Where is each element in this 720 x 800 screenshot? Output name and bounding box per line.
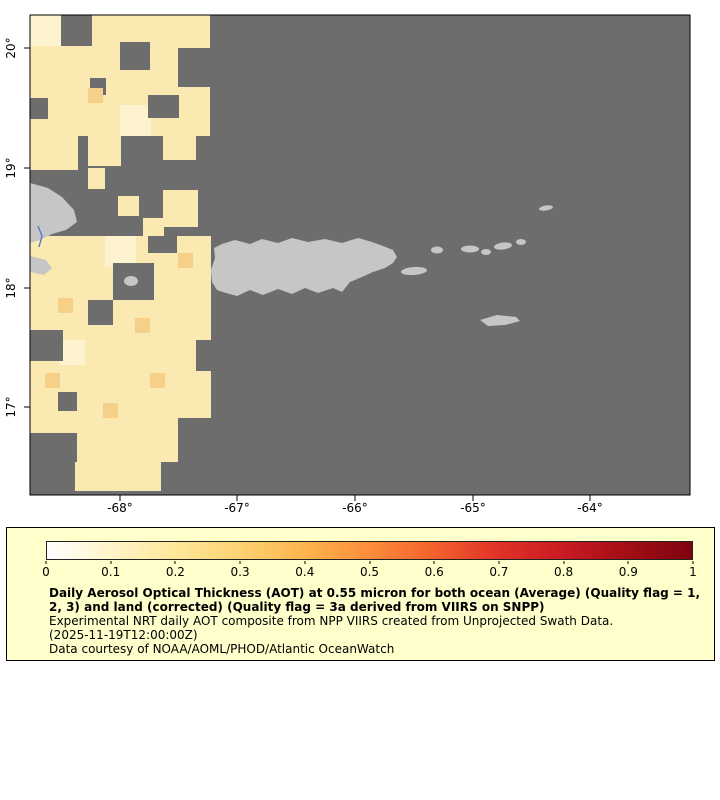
- colorbar-tick-label: 0.6: [424, 565, 444, 579]
- caption-timestamp: (2025-11-19T12:00:00Z): [49, 628, 198, 642]
- lon-tick-label: -64°: [577, 501, 603, 515]
- puerto-rico: [211, 238, 397, 296]
- colorbar-tick-label: 0.8: [554, 565, 574, 579]
- colorbar-tick-label: 1: [689, 565, 697, 579]
- mona-island: [124, 276, 138, 286]
- lat-tick-label: 18°: [4, 277, 18, 298]
- colorbar-tick-label: 0.4: [295, 565, 315, 579]
- st-croix-island: [480, 315, 520, 326]
- colorbar-tick-label: 0.5: [359, 565, 380, 579]
- caption-subtitle: Experimental NRT daily AOT composite fro…: [49, 614, 614, 628]
- vieques-island: [401, 266, 427, 276]
- lon-tick-label: -68°: [107, 501, 133, 515]
- map-frame: [29, 14, 691, 496]
- lon-tick-label: -65°: [460, 501, 486, 515]
- caption-title: Daily Aerosol Optical Thickness (AOT) at…: [49, 586, 701, 614]
- colorbar-tick-label: 0: [42, 565, 50, 579]
- legend-caption: Daily Aerosol Optical Thickness (AOT) at…: [49, 586, 704, 656]
- st-john-island: [481, 249, 491, 255]
- colorbar: [46, 541, 693, 560]
- hispaniola-coast-fragment: [30, 256, 52, 275]
- aot-data-pixels: [30, 15, 211, 491]
- st-thomas-island: [461, 245, 479, 253]
- lon-tick-label: -67°: [224, 501, 250, 515]
- culebra-island: [431, 246, 443, 254]
- axis-ticks: [24, 47, 591, 501]
- river-line: [37, 225, 43, 248]
- hispaniola-east-tip: [30, 183, 77, 243]
- virgin-gorda-island: [516, 239, 526, 245]
- lat-tick-label: 19°: [4, 157, 18, 178]
- lat-tick-label: 17°: [4, 396, 18, 417]
- anegada-island: [539, 205, 553, 211]
- colorbar-scale: 0 0.1 0.2 0.3 0.4 0.5 0.6 0.7 0.8 0.9 1: [42, 561, 697, 583]
- latitude-axis: 20° 19° 18° 17°: [4, 37, 18, 417]
- colorbar-tick-label: 0.2: [165, 565, 185, 579]
- caption-courtesy: Data courtesy of NOAA/AOML/PHOD/Atlantic…: [49, 642, 395, 656]
- longitude-axis: -68° -67° -66° -65° -64°: [107, 501, 603, 515]
- lon-tick-label: -66°: [342, 501, 368, 515]
- tortola-island: [494, 242, 512, 250]
- colorbar-tick-label: 0.7: [489, 565, 509, 579]
- lat-tick-label: 20°: [4, 37, 18, 58]
- colorbar-tick-label: 0.3: [230, 565, 250, 579]
- aot-map: 20° 19° 18° 17° -68° -67° -66° -65° -64°: [4, 14, 691, 515]
- colorbar-tick-label: 0.9: [618, 565, 638, 579]
- landmasses: [30, 183, 553, 326]
- legend-panel: 0 0.1 0.2 0.3 0.4 0.5 0.6 0.7 0.8 0.9 1 …: [6, 527, 715, 661]
- colorbar-tick-label: 0.1: [101, 565, 121, 579]
